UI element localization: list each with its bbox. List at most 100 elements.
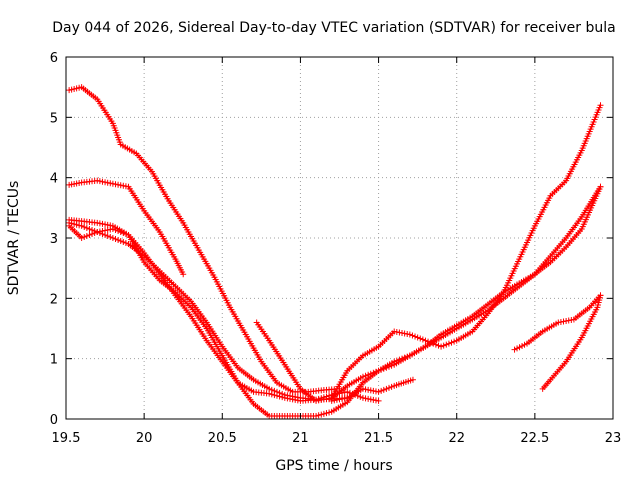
data-point <box>370 369 377 376</box>
data-point <box>313 412 320 419</box>
data-point <box>109 180 116 187</box>
data-point <box>597 292 604 299</box>
data-point <box>315 412 322 419</box>
data-point <box>117 228 124 235</box>
data-point <box>445 340 452 347</box>
data-point <box>284 395 291 402</box>
data-point <box>385 363 392 370</box>
data-point <box>326 409 333 416</box>
y-tick-label: 5 <box>50 111 58 126</box>
data-point <box>451 338 458 345</box>
data-point <box>266 390 273 397</box>
data-point <box>516 344 523 351</box>
data-point <box>102 227 109 234</box>
data-point <box>73 85 80 92</box>
data-point <box>438 343 445 350</box>
x-tick-label: 20 <box>136 431 153 446</box>
series-line <box>68 86 340 393</box>
data-point <box>326 395 333 402</box>
data-point <box>115 237 122 244</box>
data-point <box>83 232 90 239</box>
data-point <box>362 386 369 393</box>
data-point <box>388 362 395 369</box>
data-point <box>519 342 526 349</box>
data-point <box>313 397 320 404</box>
data-point <box>289 396 296 403</box>
data-point <box>419 336 426 343</box>
data-point <box>115 181 122 188</box>
data-point <box>514 345 521 352</box>
data-point <box>279 394 286 401</box>
data-point <box>287 395 294 402</box>
series-track-4 <box>66 216 382 404</box>
data-point <box>391 328 398 335</box>
data-point <box>68 86 75 93</box>
data-point <box>315 397 322 404</box>
data-point <box>341 389 348 396</box>
data-point <box>597 183 604 190</box>
data-point <box>112 236 119 243</box>
data-point <box>320 410 327 417</box>
data-point <box>383 364 390 371</box>
data-point <box>412 333 419 340</box>
data-point <box>359 373 366 380</box>
data-point <box>180 271 187 278</box>
data-point <box>96 220 103 227</box>
data-point <box>380 386 387 393</box>
series-track-3 <box>66 219 351 403</box>
data-point <box>560 318 567 325</box>
series-line <box>69 219 379 402</box>
data-point <box>448 339 455 346</box>
data-point <box>367 387 374 394</box>
x-tick-label: 19.5 <box>52 431 81 446</box>
data-point <box>511 346 518 353</box>
data-point <box>557 318 564 325</box>
data-point <box>375 388 382 395</box>
series-track-1 <box>66 84 343 395</box>
data-point <box>362 395 369 402</box>
data-point <box>375 397 382 404</box>
data-point <box>393 329 400 336</box>
data-point <box>107 233 114 240</box>
data-point <box>563 317 570 324</box>
data-point <box>430 340 437 347</box>
data-point <box>565 317 572 324</box>
data-point <box>339 395 346 402</box>
x-tick-label: 20.5 <box>208 431 237 446</box>
data-point <box>365 371 372 378</box>
data-point <box>99 220 106 227</box>
data-point <box>109 235 116 241</box>
data-point <box>427 339 434 346</box>
data-point <box>443 341 450 348</box>
data-point <box>96 228 103 235</box>
data-point <box>268 391 275 398</box>
series-track-6 <box>253 183 604 404</box>
data-point <box>323 410 330 417</box>
x-tick-label: 21.5 <box>364 431 393 446</box>
series-line <box>68 186 602 417</box>
data-point <box>104 226 111 233</box>
data-point <box>273 392 280 399</box>
series-line <box>542 295 602 390</box>
x-tick-label: 21 <box>292 431 309 446</box>
data-point <box>117 182 124 189</box>
data-point <box>102 221 109 228</box>
x-tick-label: 22.5 <box>520 431 549 446</box>
data-point <box>409 332 416 339</box>
data-point <box>117 238 124 245</box>
data-point <box>107 180 114 187</box>
data-point <box>102 179 109 186</box>
data-point <box>378 387 385 394</box>
data-point <box>115 227 122 234</box>
series-track-5 <box>66 183 604 419</box>
data-point <box>378 366 385 373</box>
data-point <box>81 233 88 240</box>
series-layer <box>66 84 604 419</box>
data-point <box>94 177 101 184</box>
data-point <box>271 392 278 399</box>
data-point <box>372 397 379 404</box>
data-point <box>71 85 78 92</box>
data-point <box>281 394 288 401</box>
data-point <box>94 228 101 235</box>
